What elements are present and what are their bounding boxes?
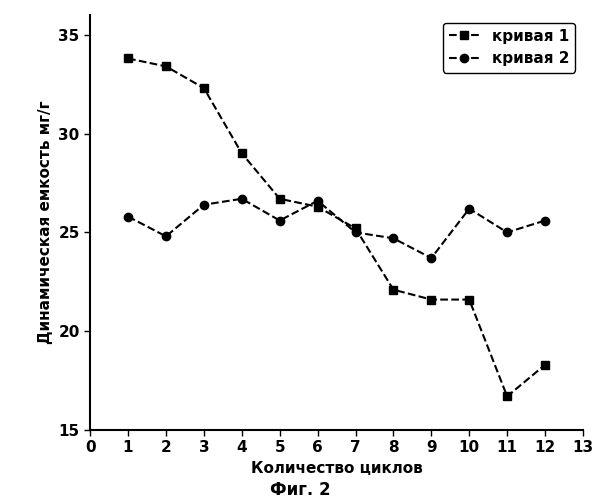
Y-axis label: Динамическая емкость мг/г: Динамическая емкость мг/г [38,101,53,344]
Line: кривая 1: кривая 1 [124,54,549,401]
кривая 1 [200,85,207,91]
кривая 1 [276,196,283,202]
кривая 2 [314,198,321,204]
кривая 1 [542,362,549,368]
кривая 2 [352,230,359,235]
X-axis label: Количество циклов: Количество циклов [251,461,423,476]
кривая 1 [466,296,473,302]
кривая 2 [542,218,549,224]
кривая 2 [428,255,435,261]
кривая 2 [504,230,511,235]
кривая 2 [200,202,207,207]
Text: Фиг. 2: Фиг. 2 [270,481,331,499]
кривая 2 [162,234,169,239]
Line: кривая 2: кривая 2 [124,194,549,262]
кривая 2 [390,236,397,242]
кривая 1 [238,150,245,156]
кривая 1 [124,56,132,62]
кривая 1 [162,64,169,70]
кривая 1 [390,286,397,292]
кривая 2 [276,218,283,224]
кривая 1 [504,394,511,400]
кривая 2 [238,196,245,202]
кривая 1 [428,296,435,302]
кривая 2 [466,206,473,212]
кривая 1 [352,226,359,232]
кривая 2 [124,214,132,220]
Legend: кривая 1, кривая 2: кривая 1, кривая 2 [443,22,575,72]
кривая 1 [314,204,321,210]
